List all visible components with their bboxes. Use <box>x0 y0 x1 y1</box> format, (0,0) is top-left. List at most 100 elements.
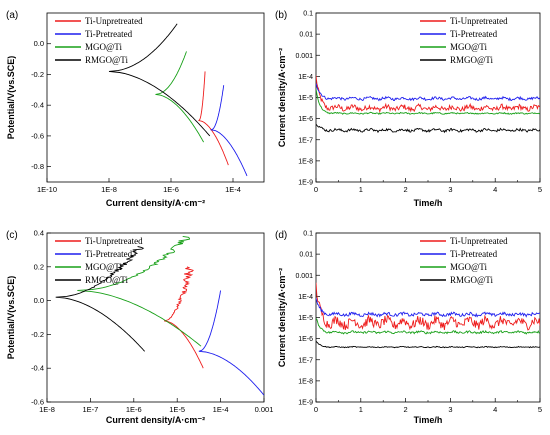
y-tick-label: 0.001 <box>295 273 313 280</box>
y-tick-label: 0.0 <box>34 39 44 48</box>
legend-entry: RMGO@Ti <box>85 55 128 65</box>
plot-frame <box>46 12 265 183</box>
x-tick-label: 1E-4 <box>225 185 241 194</box>
panel-label: (b) <box>275 10 287 21</box>
legend-entry: MGO@Ti <box>450 42 487 52</box>
legend-entry: Ti-Pretreated <box>85 249 133 259</box>
series-line-ti-pretreated <box>316 83 540 102</box>
legend-entry: Ti-Pretreated <box>85 29 133 39</box>
y-axis-label: Potential/V(vs.SCE) <box>6 276 16 360</box>
y-tick-label: 1E-9 <box>298 180 313 187</box>
series-group <box>316 282 540 349</box>
legend-entry: Ti-Unpretreated <box>85 236 143 246</box>
legend-entry: Ti-Pretreated <box>450 249 498 259</box>
legend-entry: MGO@Ti <box>450 262 487 272</box>
y-tick-label: -0.4 <box>31 101 44 110</box>
panel-label: (a) <box>6 10 18 21</box>
y-tick-label: -0.8 <box>31 162 44 171</box>
x-tick-label: 1E-10 <box>37 185 57 194</box>
y-tick-label: 0.1 <box>303 231 313 238</box>
x-tick-label: 0 <box>314 405 318 414</box>
legend-entry: MGO@Ti <box>85 42 122 52</box>
series-group <box>55 235 264 396</box>
legend: Ti-Unpretreated Ti-Pretreated MGO@Ti RMGO@T… <box>420 16 508 65</box>
y-tick-label: -0.4 <box>31 364 44 373</box>
x-tick-label: 0.001 <box>255 405 274 414</box>
x-axis-label: Current density/A·cm⁻² <box>106 198 205 208</box>
legend: Ti-Unpretreated Ti-Pretreated MGO@Ti RMGO@T… <box>55 236 143 285</box>
legend-entry: RMGO@Ti <box>450 55 493 65</box>
y-tick-label: 0.4 <box>34 229 44 238</box>
series-line-ti-pretreated <box>316 297 540 318</box>
legend-entry: Ti-Unpretreated <box>450 236 508 246</box>
chart-panel-d: 0 1 2 3 4 5 0.1 0.01 0.001 1E-4 1E-5 1E-6 1E-7 1E-8 1E… <box>275 230 542 425</box>
series-group <box>108 23 248 177</box>
series-line-rmgo-ti <box>55 246 146 352</box>
legend-entry: RMGO@Ti <box>450 275 493 285</box>
series-group <box>316 75 540 134</box>
y-tick-label: 0.0 <box>34 296 44 305</box>
series-line-mgo-ti <box>155 51 204 143</box>
x-tick-label: 5 <box>538 405 542 414</box>
series-line-ti-unpretreated <box>198 71 229 166</box>
x-tick-label: 1 <box>359 405 363 414</box>
series-line-ti-unpretreated <box>316 75 540 114</box>
series-line-mgo-ti <box>316 318 540 335</box>
x-tick-label: 4 <box>493 185 497 194</box>
x-tick-label: 2 <box>404 405 408 414</box>
x-tick-label: 1E-8 <box>39 405 55 414</box>
x-tick-label: 1E-6 <box>126 405 142 414</box>
x-tick-label: 1E-7 <box>82 405 98 414</box>
x-tick-label: 1 <box>359 185 363 194</box>
panel-label: (c) <box>6 230 18 241</box>
y-tick-label: 1E-6 <box>298 336 313 343</box>
x-axis-label: Current density/A·cm⁻² <box>106 415 205 425</box>
y-tick-label: 1E-6 <box>298 116 313 123</box>
y-tick-label: 1E-7 <box>298 357 313 364</box>
legend-entry: MGO@Ti <box>85 262 122 272</box>
panel-label: (d) <box>275 230 287 241</box>
series-line-ti-pretreated <box>198 290 264 396</box>
series-line-ti-pretreated <box>209 85 248 177</box>
x-tick-label: 1E-4 <box>213 405 229 414</box>
y-tick-label: 1E-4 <box>298 294 313 301</box>
y-tick-label: 0.1 <box>303 11 313 18</box>
y-tick-label: 1E-5 <box>298 95 313 102</box>
x-tick-label: 2 <box>404 185 408 194</box>
plot-frame <box>315 232 541 403</box>
y-tick-label: 0.01 <box>299 32 313 39</box>
y-tick-label: 1E-4 <box>298 74 313 81</box>
x-axis-label: Time/h <box>414 415 443 425</box>
plot-frame <box>46 232 265 403</box>
series-line-ti-unpretreated <box>316 282 540 331</box>
y-tick-label: -0.2 <box>31 330 44 339</box>
legend-entry: RMGO@Ti <box>85 275 128 285</box>
x-tick-label: 0 <box>314 185 318 194</box>
x-tick-label: 5 <box>538 185 542 194</box>
x-tick-label: 3 <box>448 405 452 414</box>
legend-entry: Ti-Pretreated <box>450 29 498 39</box>
y-tick-label: 0.2 <box>34 262 44 271</box>
series-line-mgo-ti <box>316 88 540 116</box>
series-line-mgo-ti <box>77 235 202 347</box>
legend: Ti-Unpretreated Ti-Pretreated MGO@Ti RMGO@T… <box>55 16 143 65</box>
y-axis-label: Current density/A·cm⁻² <box>277 48 287 147</box>
y-tick-label: -0.2 <box>31 70 44 79</box>
y-axis-label: Current density/A·cm⁻² <box>277 268 287 367</box>
y-axis-label: Potential/V(vs.SCE) <box>6 56 16 140</box>
y-tick-label: 0.001 <box>295 53 313 60</box>
legend-entry: Ti-Unpretreated <box>85 16 143 26</box>
y-tick-label: 1E-8 <box>298 378 313 385</box>
x-tick-label: 1E-6 <box>163 185 179 194</box>
y-tick-label: 1E-8 <box>298 158 313 165</box>
legend-entry: Ti-Unpretreated <box>450 16 508 26</box>
y-tick-label: -0.6 <box>31 398 44 407</box>
y-tick-label: -0.6 <box>31 131 44 140</box>
y-tick-label: 0.01 <box>299 252 313 259</box>
chart-panel-b: 0 1 2 3 4 5 0.1 0.01 0.001 1E-4 1E-5 1E-6 1E-7 1E-8 1E… <box>275 10 542 208</box>
chart-panel-c: 1E-8 1E-7 1E-6 1E-5 1E-4 0.001 0.4 0.2 0.0 -0.2 -0… <box>6 229 273 426</box>
x-tick-label: 1E-5 <box>169 405 185 414</box>
x-axis-label: Time/h <box>414 198 443 208</box>
y-tick-label: 1E-7 <box>298 137 313 144</box>
